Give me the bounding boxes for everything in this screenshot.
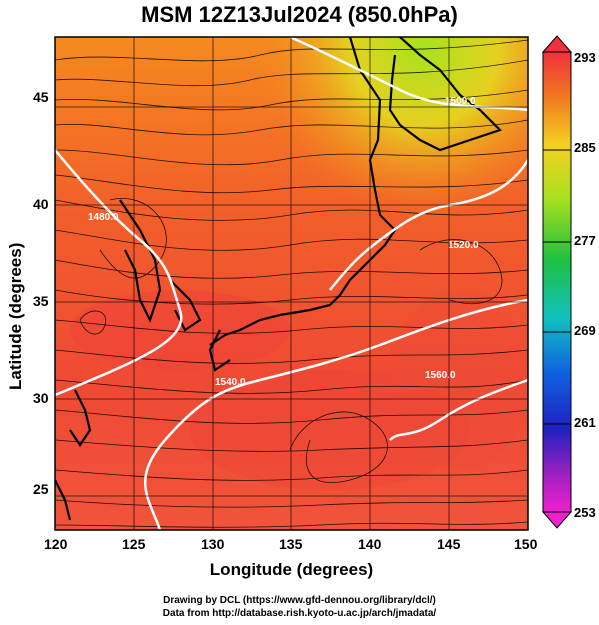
y-tick-45: 45 (33, 89, 49, 105)
colorbar-tick-253: 253 (574, 505, 596, 520)
credit-data: Data from http://database.rish.kyoto-u.a… (162, 608, 437, 619)
colorbar-tick-285: 285 (574, 140, 596, 155)
coastlines (55, 37, 503, 521)
x-tick-130: 130 (201, 536, 225, 552)
contour-label-1520: 1520.0 (448, 240, 479, 251)
x-tick-140: 140 (358, 536, 382, 552)
lat-lon-grid (55, 37, 528, 530)
colorbar-tick-293: 293 (574, 50, 596, 65)
map-title: MSM 12Z13Jul2024 (850.0hPa) (141, 2, 458, 27)
contour-label-1480: 1480.0 (88, 212, 119, 223)
x-tick-135: 135 (279, 536, 303, 552)
y-tick-30: 30 (33, 390, 49, 406)
wind-streamlines (55, 39, 528, 528)
y-tick-25: 25 (33, 481, 49, 497)
x-tick-125: 125 (122, 536, 146, 552)
credit-drawing: Drawing by DCL (https://www.gfd-dennou.o… (163, 595, 436, 606)
colorbar-tick-261: 261 (574, 415, 596, 430)
x-tick-150: 150 (514, 536, 538, 552)
y-axis-label: Latitude (degrees) (6, 242, 25, 390)
y-tick-40: 40 (33, 196, 49, 212)
contour-label-1560: 1560.0 (425, 370, 456, 381)
colorbar (541, 35, 573, 529)
temperature-field (55, 37, 528, 530)
plot-frame (54, 36, 529, 531)
x-axis-label: Longitude (degrees) (209, 560, 374, 579)
colorbar-tick-269: 269 (574, 323, 596, 338)
contour-label-1540: 1540.0 (215, 377, 246, 388)
colorbar-tick-277: 277 (574, 233, 596, 248)
x-tick-120: 120 (44, 536, 68, 552)
y-tick-35: 35 (33, 293, 49, 309)
contour-labels: 1480.0 1500.0 1520.0 1540.0 1560.0 (88, 96, 479, 388)
contour-label-1500: 1500.0 (445, 96, 476, 107)
x-tick-145: 145 (437, 536, 461, 552)
